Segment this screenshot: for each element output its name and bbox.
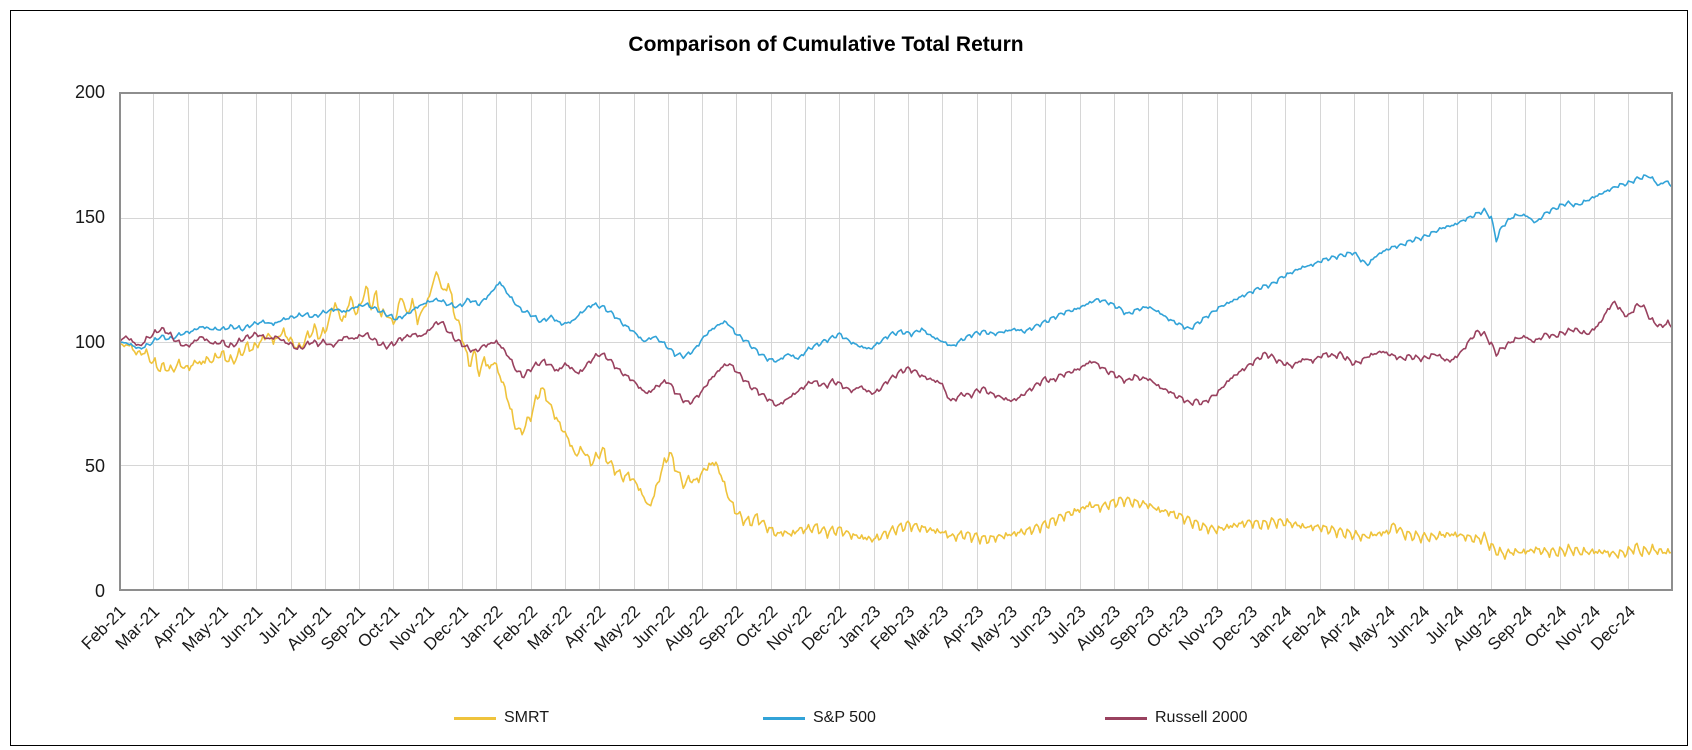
vertical-gridline: [1113, 94, 1115, 589]
vertical-gridline: [427, 94, 429, 589]
vertical-gridline: [1010, 94, 1012, 589]
vertical-gridline: [1353, 94, 1355, 589]
legend-label-sp500: S&P 500: [813, 709, 876, 726]
vertical-gridline: [290, 94, 292, 589]
plot-area: [119, 92, 1673, 591]
series-line-smrt: [121, 271, 1671, 560]
vertical-gridline: [908, 94, 909, 589]
y-tick-label: 50: [84, 456, 105, 477]
horizontal-gridline: [121, 465, 1671, 466]
vertical-gridline: [187, 94, 189, 589]
vertical-gridline: [633, 94, 635, 589]
chart-frame: Comparison of Cumulative Total Return 0 5…: [10, 10, 1688, 746]
vertical-gridline: [1148, 94, 1150, 589]
legend-label-russell2000: Russell 2000: [1155, 709, 1248, 726]
series-line-russell2000: [121, 300, 1671, 407]
y-tick-label: 150: [74, 206, 105, 227]
vertical-gridline: [667, 94, 669, 589]
vertical-gridline: [1251, 94, 1253, 589]
chart-title: Comparison of Cumulative Total Return: [628, 33, 1024, 56]
vertical-gridline: [564, 94, 566, 589]
vertical-gridline: [1182, 94, 1184, 589]
y-tick-label: 200: [74, 82, 105, 102]
vertical-gridline: [702, 94, 704, 589]
horizontal-gridline: [121, 218, 1671, 219]
legend-label-smrt: SMRT: [504, 709, 550, 726]
legend: SMRT S&P 500 Russell 2000: [11, 705, 1692, 731]
y-tick-label: 100: [74, 331, 105, 352]
vertical-gridline: [1628, 94, 1630, 589]
vertical-gridline: [1491, 94, 1493, 589]
vertical-gridline: [1319, 94, 1321, 589]
vertical-gridline: [1559, 94, 1561, 589]
y-tick-label: 0: [94, 581, 105, 601]
vertical-gridline: [256, 94, 258, 589]
vertical-gridline: [1525, 94, 1527, 589]
vertical-gridline: [1045, 94, 1047, 589]
legend-item-sp500: S&P 500: [763, 705, 876, 731]
russell2000-line-swatch: [1105, 716, 1147, 720]
vertical-gridline: [221, 94, 223, 589]
vertical-gridline: [976, 94, 978, 589]
vertical-gridline: [1079, 94, 1081, 589]
vertical-gridline: [736, 94, 738, 589]
vertical-gridline: [1456, 94, 1458, 589]
legend-item-smrt: SMRT: [454, 705, 549, 731]
vertical-gridline: [599, 94, 601, 589]
vertical-gridline: [530, 94, 532, 589]
vertical-gridline: [1388, 94, 1390, 589]
horizontal-gridline: [121, 342, 1671, 343]
series-line-sp500: [121, 174, 1671, 363]
vertical-gridline: [1285, 94, 1287, 589]
series-lines: [121, 174, 1671, 560]
vertical-gridline: [1422, 94, 1424, 589]
x-tick-label: Dec-24: [1586, 601, 1639, 655]
vertical-gridline: [393, 94, 395, 589]
sp500-line-swatch: [763, 716, 805, 720]
vertical-gridline: [1594, 94, 1596, 589]
vertical-gridline: [839, 94, 841, 589]
vertical-gridline: [1216, 94, 1218, 589]
legend-item-russell2000: Russell 2000: [1105, 705, 1248, 731]
vertical-gridline: [359, 94, 361, 589]
vertical-gridline: [873, 94, 875, 589]
vertical-gridline: [770, 94, 772, 589]
vertical-gridline: [805, 94, 807, 589]
smrt-line-swatch: [454, 716, 496, 720]
